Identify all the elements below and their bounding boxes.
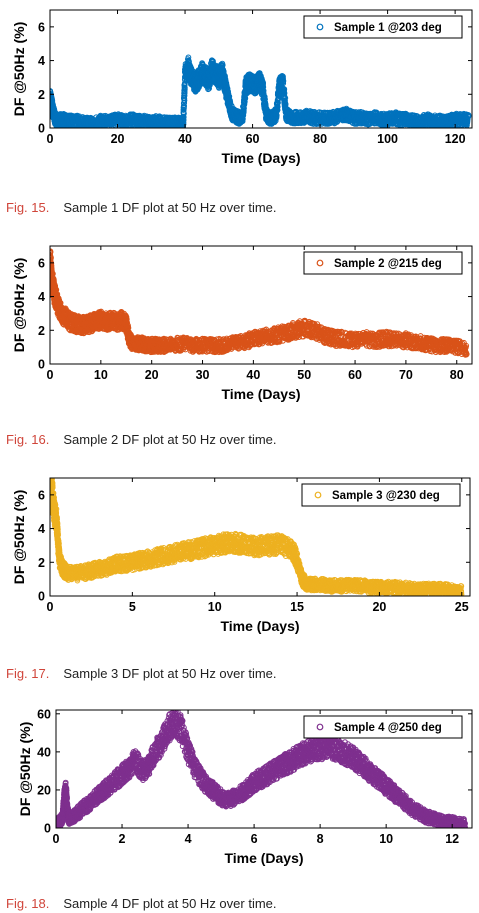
data-point (185, 54, 192, 61)
data-point (180, 114, 187, 121)
y-tick-label: 0 (38, 122, 45, 136)
x-tick-label: 0 (47, 132, 54, 146)
data-point (207, 81, 213, 88)
x-tick-label: 120 (445, 132, 466, 146)
figure-caption: Fig. 15. Sample 1 DF plot at 50 Hz over t… (6, 200, 277, 215)
x-axis-title: Time (Days) (221, 150, 300, 166)
x-tick-label: 20 (111, 132, 125, 146)
x-tick-label: 60 (246, 132, 260, 146)
x-tick-label: 80 (313, 132, 327, 146)
x-tick-label: 40 (178, 132, 192, 146)
y-tick-label: 2 (38, 88, 45, 102)
figure-15: 0 20 40 60 80 100 120 0 2 4 6 Time (Days) DF @50Hz (… (0, 0, 479, 215)
data-point (210, 58, 216, 65)
caption-text: Sample 1 DF plot at 50 Hz over time. (63, 200, 277, 215)
legend-label: Sample 1 @203 deg (334, 22, 442, 34)
legend: Sample 1 @203 deg (303, 15, 463, 39)
y-tick-label: 6 (38, 20, 45, 34)
y-axis-title: DF @50Hz (%) (11, 22, 27, 117)
data-point (181, 110, 187, 117)
figure-number: Fig. 15. (6, 200, 50, 215)
chart-1: 0 20 40 60 80 100 120 0 2 4 6 Time (Days) DF @50Hz (… (11, 9, 473, 166)
y-tick-label: 4 (38, 54, 45, 68)
data-point (180, 117, 187, 123)
data-points (50, 54, 472, 128)
figure-16: 0 10 20 30 40 50 60 70 80 0 2 4 6 Time (Days) DF @50Hz… (0, 228, 479, 447)
x-tick-label: 100 (377, 132, 398, 146)
